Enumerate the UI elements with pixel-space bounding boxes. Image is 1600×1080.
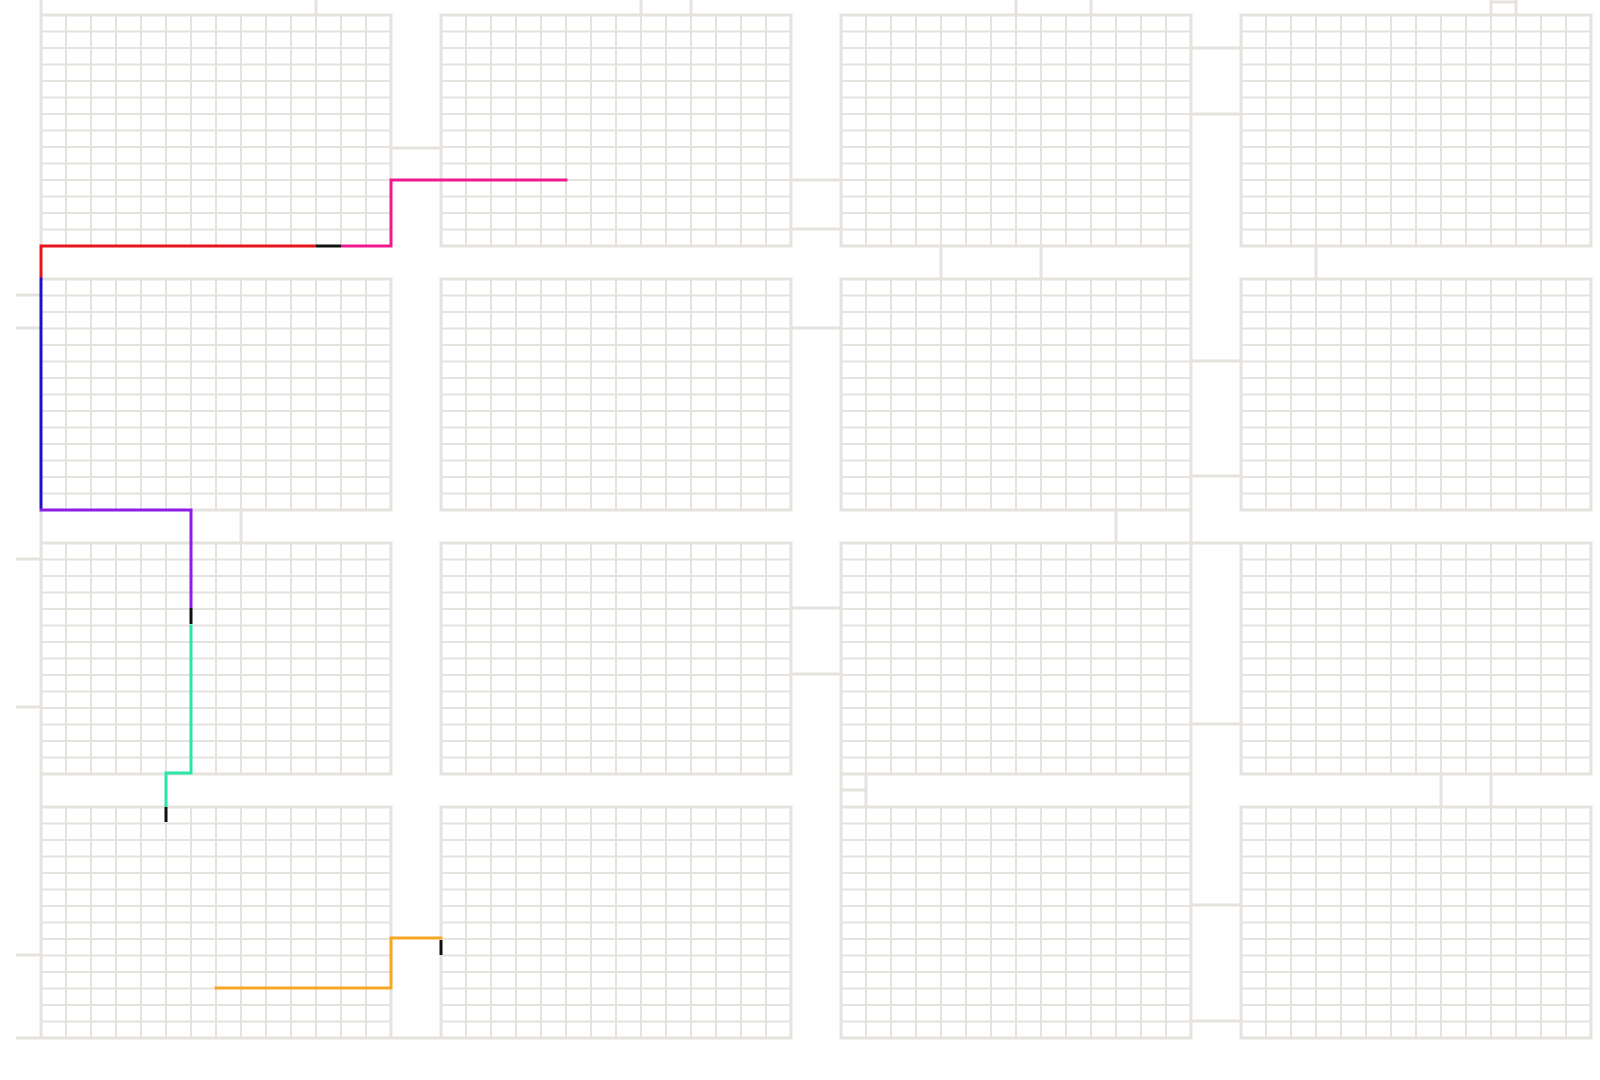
route-pink xyxy=(339,178,568,248)
storage-block-frame xyxy=(1239,541,1593,776)
storage-block xyxy=(1241,543,1591,774)
aisle-connectors xyxy=(16,0,1518,1040)
storage-block xyxy=(841,279,1191,510)
storage-block xyxy=(441,807,791,1038)
route-orange xyxy=(214,936,443,990)
storage-block-frame xyxy=(1239,13,1593,248)
storage-grid xyxy=(41,15,1591,1038)
route-paths xyxy=(39,178,568,990)
storage-block-frame xyxy=(1239,805,1593,1040)
storage-block xyxy=(1241,807,1591,1038)
route-red xyxy=(39,244,318,281)
segment-markers xyxy=(164,244,443,955)
storage-block-frame xyxy=(439,277,793,512)
storage-blocks xyxy=(39,13,1593,1040)
storage-block xyxy=(841,807,1191,1038)
storage-block xyxy=(41,279,391,510)
storage-block xyxy=(1241,15,1591,246)
storage-block xyxy=(441,543,791,774)
storage-block xyxy=(841,543,1191,774)
storage-block xyxy=(41,543,391,774)
storage-block-frame xyxy=(439,13,793,248)
storage-block xyxy=(841,15,1191,246)
route-teal xyxy=(164,624,193,809)
storage-block xyxy=(41,15,391,246)
storage-block xyxy=(441,279,791,510)
storage-block xyxy=(441,15,791,246)
storage-block xyxy=(41,807,391,1038)
storage-block-frame xyxy=(439,541,793,776)
route-purple xyxy=(39,508,193,610)
storage-block xyxy=(1241,279,1591,510)
storage-block-frame xyxy=(1239,277,1593,512)
